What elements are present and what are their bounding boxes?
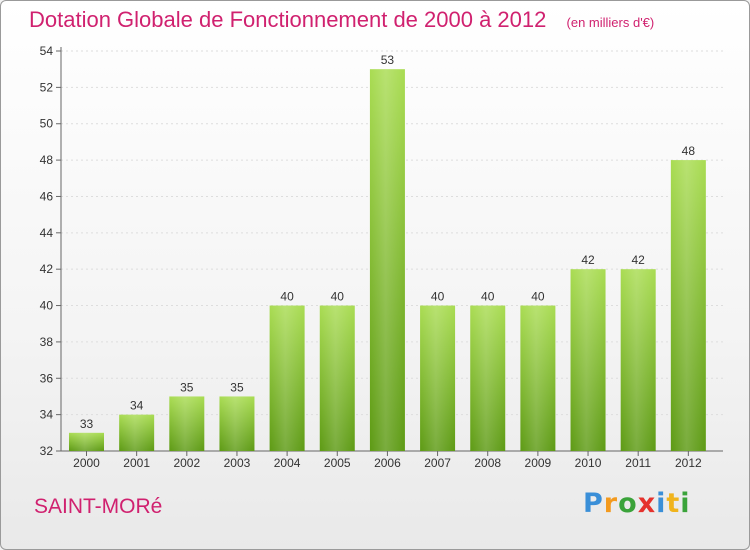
y-tick-label: 42 xyxy=(40,262,54,276)
y-tick-label: 46 xyxy=(40,189,54,203)
x-tick-label: 2007 xyxy=(424,456,451,470)
proxiti-logo: Proxiti xyxy=(583,488,691,519)
x-tick-label: 2001 xyxy=(123,456,150,470)
data-label: 40 xyxy=(331,290,345,304)
y-tick-label: 44 xyxy=(40,226,54,240)
data-label: 40 xyxy=(481,290,495,304)
bar-highlight xyxy=(520,305,556,451)
logo-letter: i xyxy=(656,488,667,519)
data-label: 40 xyxy=(280,290,294,304)
data-label: 42 xyxy=(581,253,595,267)
data-label: 40 xyxy=(531,290,545,304)
bar-highlight xyxy=(420,305,456,451)
data-label: 33 xyxy=(80,417,94,431)
logo-letter: r xyxy=(603,488,619,519)
bar-highlight xyxy=(269,305,305,451)
y-tick-label: 52 xyxy=(40,80,54,94)
logo-letter: i xyxy=(680,488,691,519)
x-tick-label: 2008 xyxy=(474,456,501,470)
logo-letter: o xyxy=(618,488,638,519)
data-label: 34 xyxy=(130,399,144,413)
x-tick-label: 2002 xyxy=(173,456,200,470)
x-tick-label: 2003 xyxy=(224,456,251,470)
bar-highlight xyxy=(670,160,706,451)
data-label: 35 xyxy=(230,380,244,394)
logo-letter: P xyxy=(583,488,604,519)
data-label: 35 xyxy=(180,380,194,394)
logo-letter: x xyxy=(637,488,657,519)
chart-subtitle: (en milliers d'€) xyxy=(566,15,655,30)
x-tick-label: 2004 xyxy=(274,456,301,470)
data-label: 53 xyxy=(381,53,395,67)
y-tick-label: 34 xyxy=(40,408,54,422)
y-tick-label: 48 xyxy=(40,153,54,167)
chart-title-text: Dotation Globale de Fonctionnement de 20… xyxy=(29,7,547,32)
x-tick-label: 2009 xyxy=(525,456,552,470)
y-tick-label: 54 xyxy=(40,44,54,58)
bar-highlight xyxy=(169,396,205,451)
bar-highlight xyxy=(620,269,656,451)
chart-title: Dotation Globale de Fonctionnement de 20… xyxy=(29,7,654,33)
x-tick-label: 2011 xyxy=(625,456,651,470)
y-tick-label: 36 xyxy=(40,371,54,385)
x-tick-label: 2010 xyxy=(575,456,602,470)
y-tick-label: 50 xyxy=(40,117,54,131)
bar-highlight xyxy=(319,305,355,451)
bar-highlight xyxy=(219,396,255,451)
x-tick-label: 2006 xyxy=(374,456,401,470)
bar-highlight xyxy=(69,432,104,451)
bar-highlight xyxy=(119,414,155,451)
bar-highlight xyxy=(470,305,506,451)
data-label: 42 xyxy=(632,253,646,267)
x-tick-label: 2000 xyxy=(73,456,100,470)
x-tick-label: 2012 xyxy=(675,456,702,470)
data-label: 40 xyxy=(431,290,445,304)
y-tick-label: 38 xyxy=(40,335,54,349)
y-tick-label: 32 xyxy=(40,444,54,458)
x-tick-label: 2005 xyxy=(324,456,351,470)
logo-letter: t xyxy=(666,488,681,519)
bar-highlight xyxy=(570,269,606,451)
bar-highlight xyxy=(369,69,405,451)
commune-name: SAINT-MORé xyxy=(34,495,163,518)
data-label: 48 xyxy=(682,144,696,158)
y-tick-label: 40 xyxy=(40,299,54,313)
